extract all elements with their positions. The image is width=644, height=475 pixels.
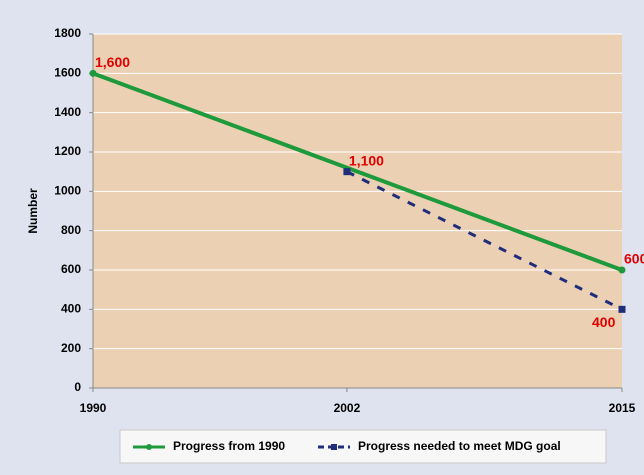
y-tick-label: 200 xyxy=(61,341,81,355)
y-axis-label: Number xyxy=(26,188,40,234)
y-tick-label: 600 xyxy=(61,262,81,276)
y-tick-label: 800 xyxy=(61,223,81,237)
x-tick-label: 2015 xyxy=(609,401,636,415)
marker xyxy=(618,266,626,274)
legend-label: Progress needed to meet MDG goal xyxy=(358,439,561,453)
legend-marker xyxy=(331,444,337,450)
line xyxy=(346,170,623,311)
y-tick-label: 1200 xyxy=(54,144,81,158)
y-tick-label: 1600 xyxy=(54,66,81,80)
legend xyxy=(119,429,607,464)
legend-marker xyxy=(146,444,152,450)
data-label: 400 xyxy=(592,314,616,330)
plot-area xyxy=(93,34,622,388)
y-tick-label: 1400 xyxy=(54,105,81,119)
x-tick-label: 1990 xyxy=(80,401,107,415)
legend-label: Progress from 1990 xyxy=(173,439,285,453)
data-label: 600 xyxy=(624,251,644,267)
y-tick-label: 400 xyxy=(61,302,81,316)
line xyxy=(92,71,623,272)
y-tick-label: 0 xyxy=(74,380,81,394)
marker xyxy=(618,305,626,313)
marker xyxy=(89,69,97,77)
marker xyxy=(343,168,351,176)
x-tick-label: 2002 xyxy=(334,401,361,415)
y-tick-label: 1000 xyxy=(54,184,81,198)
y-tick-label: 1800 xyxy=(54,26,81,40)
data-label: 1,100 xyxy=(349,152,384,168)
data-label: 1,600 xyxy=(95,54,130,70)
